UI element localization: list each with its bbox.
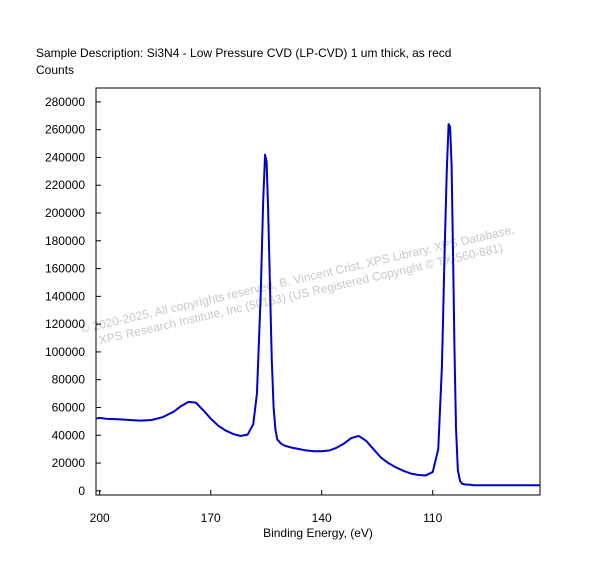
y-tick-label: 40000: [52, 428, 86, 442]
y-tick-label: 20000: [52, 456, 86, 470]
y-tick-label: 160000: [45, 262, 85, 276]
watermark-line-1: © 2020-2025, All copyrights reserved, B.…: [79, 222, 515, 336]
y-tick-label: 100000: [45, 345, 85, 359]
y-tick-label: 0: [78, 484, 85, 498]
y-tick-label: 80000: [52, 373, 86, 387]
x-axis-title: Binding Energy, (eV): [263, 526, 373, 540]
y-tick-label: 220000: [45, 178, 85, 192]
y-tick-label: 240000: [45, 150, 85, 164]
y-tick-label: 140000: [45, 289, 85, 303]
y-axis-ticks: 0 20000 40000 60000 80000 100000 120000 140000 1…: [45, 95, 101, 498]
y-tick-label: 60000: [52, 400, 86, 414]
y-tick-label: 200000: [45, 206, 85, 220]
x-tick-label: 140: [312, 511, 332, 525]
x-tick-label: 200: [90, 511, 110, 525]
y-tick-label: 120000: [45, 317, 85, 331]
x-tick-label: 170: [201, 511, 221, 525]
x-tick-label: 110: [423, 511, 442, 525]
y-tick-label: 180000: [45, 234, 85, 248]
y-tick-label: 280000: [45, 95, 85, 109]
y-tick-label: 260000: [45, 123, 85, 137]
